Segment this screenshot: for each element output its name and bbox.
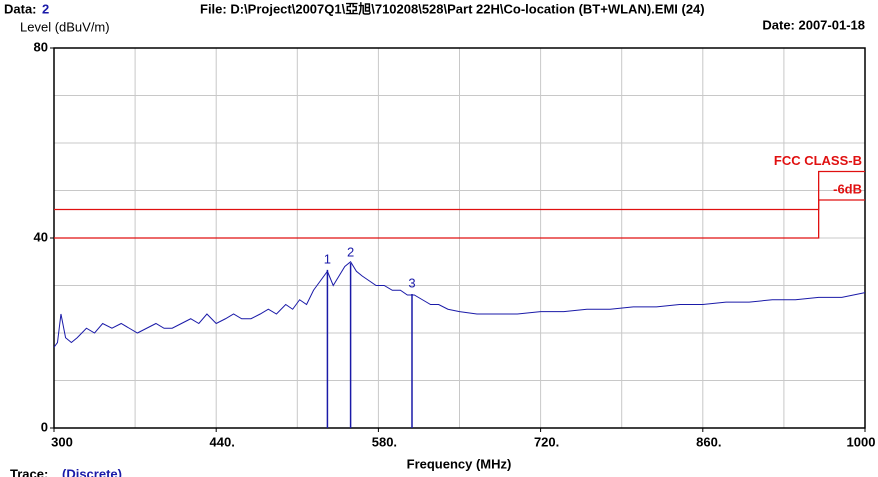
limit-line	[54, 199, 865, 239]
data-number: 2	[42, 1, 49, 16]
y-tick-label: 0	[41, 419, 48, 434]
x-axis-label: Frequency (MHz)	[407, 456, 512, 471]
x-tick-label: 860.	[696, 434, 721, 449]
data-label: Data:	[4, 1, 37, 16]
marker-label: 1	[324, 251, 331, 266]
limit-line	[54, 170, 865, 211]
x-tick-label: 1000	[847, 434, 876, 449]
x-tick-label: 720.	[534, 434, 559, 449]
marker-label: 3	[408, 275, 415, 290]
limit-label: -6dB	[833, 181, 862, 196]
trace-mode: (Discrete)	[62, 466, 122, 477]
y-tick-label: 40	[34, 229, 48, 244]
x-tick-label: 580.	[372, 434, 397, 449]
x-tick-label: 440.	[210, 434, 235, 449]
x-tick-label: 300	[51, 434, 73, 449]
limit-label: FCC CLASS-B	[774, 153, 862, 168]
marker-label: 2	[347, 245, 354, 260]
date-label: Date: 2007-01-18	[762, 17, 865, 32]
file-label: File: D:\Project\2007Q1\亞旭\710208\528\Pa…	[200, 1, 705, 16]
trace-label: Trace:	[10, 466, 48, 477]
trace-line	[53, 260, 866, 348]
y-axis-label: Level (dBuV/m)	[20, 19, 110, 34]
y-tick-label: 80	[34, 39, 48, 54]
